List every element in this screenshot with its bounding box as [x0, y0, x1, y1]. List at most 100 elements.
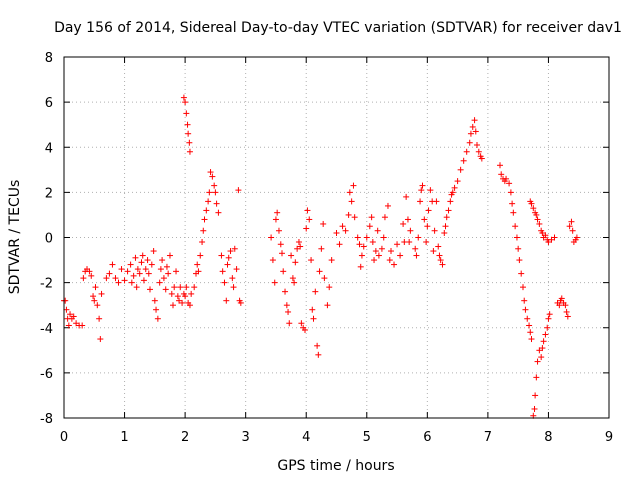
- data-point: [375, 252, 382, 259]
- y-tick-label: 2: [45, 186, 53, 201]
- data-point: [346, 189, 353, 196]
- data-point: [350, 182, 357, 189]
- data-point: [521, 297, 528, 304]
- data-point: [136, 270, 143, 277]
- data-point: [423, 239, 430, 246]
- data-point: [475, 148, 482, 155]
- data-point: [532, 392, 539, 399]
- data-point: [166, 252, 173, 259]
- data-point: [534, 358, 541, 365]
- data-point: [374, 227, 381, 234]
- data-point: [308, 257, 315, 264]
- data-point: [97, 336, 104, 343]
- x-tick-label: 8: [544, 430, 552, 445]
- data-point: [225, 254, 232, 261]
- data-point: [112, 275, 119, 282]
- data-point: [368, 214, 375, 221]
- data-point: [467, 130, 474, 137]
- data-point: [94, 302, 101, 309]
- data-point: [388, 248, 394, 255]
- data-point: [315, 351, 322, 358]
- data-point: [289, 275, 296, 282]
- data-point: [157, 266, 164, 273]
- data-point: [406, 239, 413, 246]
- data-point: [528, 336, 535, 343]
- data-point: [312, 288, 319, 295]
- data-point: [540, 338, 547, 345]
- data-point: [403, 193, 410, 200]
- data-point: [431, 227, 438, 234]
- data-point: [437, 257, 444, 264]
- data-point: [318, 245, 325, 252]
- data-point: [168, 290, 175, 297]
- y-tick-label: -2: [40, 277, 53, 292]
- data-point: [182, 99, 189, 106]
- data-point: [510, 209, 517, 216]
- data-point: [279, 250, 285, 257]
- data-point: [556, 302, 563, 309]
- data-point: [176, 297, 183, 304]
- y-tick-label: 4: [45, 141, 53, 156]
- data-point: [303, 225, 310, 232]
- data-point: [118, 266, 125, 273]
- data-point: [206, 189, 213, 196]
- data-point: [103, 275, 110, 282]
- data-point: [568, 218, 575, 225]
- data-point: [497, 162, 503, 169]
- data-point: [203, 207, 210, 214]
- x-tick-label: 1: [120, 430, 128, 445]
- data-point: [569, 227, 576, 234]
- data-point: [544, 324, 551, 331]
- data-point: [360, 243, 367, 250]
- data-point: [545, 239, 552, 246]
- data-point: [445, 207, 452, 214]
- data-point: [229, 275, 236, 282]
- data-point: [145, 270, 152, 277]
- data-point: [205, 198, 212, 205]
- y-tick-label: -8: [40, 412, 53, 427]
- data-point: [551, 234, 558, 241]
- y-tick-labels: -8 -6 -4 -2 0 2 4 6 8: [40, 51, 53, 427]
- data-point: [218, 252, 225, 259]
- data-point: [188, 290, 195, 297]
- data-point: [191, 284, 198, 291]
- plot-frame: [63, 56, 610, 419]
- data-point: [280, 268, 287, 275]
- data-point: [121, 277, 128, 284]
- data-point: [233, 266, 240, 273]
- data-point: [520, 284, 527, 291]
- data-point: [573, 234, 580, 241]
- data-point: [530, 205, 537, 212]
- data-point: [473, 141, 480, 148]
- data-point: [404, 216, 411, 223]
- data-point: [186, 148, 193, 155]
- data-point: [298, 320, 305, 327]
- data-point: [194, 261, 201, 268]
- data-point: [369, 239, 376, 246]
- data-point: [466, 139, 473, 146]
- data-point: [283, 302, 290, 309]
- data-point: [207, 169, 214, 176]
- data-point: [271, 279, 278, 286]
- data-point: [130, 272, 137, 279]
- data-point: [356, 241, 363, 248]
- data-point: [128, 279, 135, 286]
- data-point: [534, 216, 541, 223]
- data-point: [536, 220, 543, 227]
- data-point: [533, 211, 540, 218]
- y-tick-label: -4: [40, 322, 53, 337]
- data-point: [424, 223, 431, 230]
- data-point: [73, 320, 80, 327]
- data-point: [447, 198, 454, 205]
- data-point: [237, 299, 244, 306]
- data-point: [415, 234, 422, 241]
- chart-title: Day 156 of 2014, Sidereal Day-to-day VTE…: [54, 20, 622, 36]
- data-point: [439, 261, 446, 268]
- data-point: [526, 322, 533, 329]
- data-point: [291, 279, 298, 286]
- data-point: [463, 148, 470, 155]
- data-point: [209, 173, 216, 180]
- data-point: [328, 257, 335, 264]
- data-point: [170, 302, 176, 309]
